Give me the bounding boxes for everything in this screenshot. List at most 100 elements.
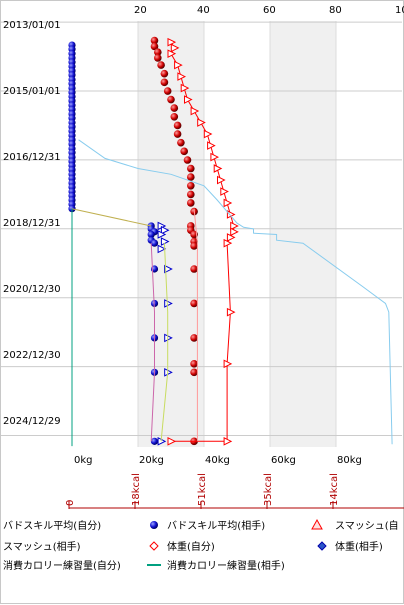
series-group bbox=[160, 243, 169, 442]
data-point-red bbox=[150, 42, 159, 51]
data-point-triangle bbox=[226, 233, 236, 242]
data-point-red bbox=[187, 173, 195, 181]
data-point-red bbox=[190, 299, 198, 308]
legend-item: 消費カロリー練習量(自分) bbox=[3, 559, 121, 572]
weight-axis: 0kg 20kg 40kg 60kg 80kg bbox=[74, 455, 362, 466]
date-tick-label: 2013/01/01 bbox=[3, 20, 61, 31]
top-tick-label: 40 bbox=[197, 5, 210, 16]
data-point-blue bbox=[147, 230, 155, 239]
data-point-blue bbox=[150, 437, 159, 445]
data-point-triangle-blue bbox=[160, 225, 170, 235]
legend-item: 体重(自分) bbox=[149, 540, 215, 553]
legend-item: バドスキル平均(相手) bbox=[150, 519, 265, 532]
top-tick-label: 20 bbox=[134, 5, 147, 16]
legend-marker-diamond-open bbox=[149, 541, 159, 551]
legend-label: 体重(自分) bbox=[167, 540, 215, 553]
top-tick-label: 80 bbox=[329, 5, 342, 16]
legend: バドスキル平均(自分) バドスキル平均(相手) スマッシュ(自 スマッシュ(相手… bbox=[3, 518, 399, 572]
data-point-red bbox=[190, 242, 198, 250]
series-group bbox=[167, 37, 239, 446]
series-line bbox=[193, 208, 198, 442]
weight-tick-label: 40kg bbox=[205, 455, 230, 466]
data-point-triangle-blue bbox=[157, 230, 167, 239]
data-point-red bbox=[183, 156, 192, 164]
data-point-red bbox=[170, 104, 179, 112]
legend-marker-blue-ball bbox=[150, 521, 158, 529]
calorie-tick-label: 0 bbox=[65, 500, 76, 506]
data-point-red bbox=[173, 130, 182, 138]
data-point-triangle bbox=[213, 164, 223, 173]
data-point-red bbox=[190, 265, 198, 273]
series-group bbox=[78, 139, 393, 445]
series-group bbox=[150, 243, 155, 442]
data-point-red bbox=[187, 190, 195, 199]
data-point-triangle bbox=[174, 60, 183, 70]
top-tick-label: 60 bbox=[263, 5, 276, 16]
data-point-triangle bbox=[190, 106, 200, 116]
data-point-red bbox=[173, 121, 182, 130]
legend-label: 消費カロリー練習量(相手) bbox=[167, 559, 285, 572]
data-point-triangle bbox=[223, 198, 233, 208]
series-layer bbox=[68, 36, 393, 447]
data-point-triangle bbox=[217, 175, 226, 185]
data-point-triangle-blue bbox=[164, 264, 173, 274]
data-point-red bbox=[187, 181, 195, 190]
legend-label: 体重(相手) bbox=[335, 540, 383, 553]
data-point-triangle-blue bbox=[157, 244, 167, 254]
shaded-bands bbox=[138, 21, 336, 447]
data-point-triangle bbox=[167, 37, 177, 47]
data-point-red bbox=[157, 61, 165, 69]
data-point-triangle bbox=[223, 437, 233, 446]
legend-marker-diamond bbox=[317, 541, 327, 551]
legend-label: スマッシュ(自 bbox=[335, 519, 399, 532]
data-point-triangle bbox=[226, 307, 236, 317]
calorie-axis: 0 18kcal 51kcal 35kcal 14kcal bbox=[65, 473, 404, 509]
data-point-triangle bbox=[230, 227, 239, 237]
calorie-tick-label: 51kcal bbox=[197, 473, 208, 506]
date-tick-label: 2022/12/30 bbox=[3, 350, 61, 361]
data-point-blue bbox=[150, 239, 159, 247]
top-tick-label: 10 bbox=[395, 5, 404, 16]
data-point-triangle bbox=[220, 187, 229, 196]
data-point-triangle-blue bbox=[164, 299, 173, 308]
series-line bbox=[150, 243, 155, 442]
data-point-triangle bbox=[223, 238, 233, 248]
series-line bbox=[160, 243, 169, 442]
data-point-triangle bbox=[223, 359, 233, 369]
data-point-triangle bbox=[170, 43, 180, 53]
legend-label: バドスキル平均(相手) bbox=[167, 519, 265, 532]
data-point-triangle bbox=[197, 118, 206, 127]
legend-item: 体重(相手) bbox=[317, 540, 383, 553]
data-point-red bbox=[187, 199, 195, 207]
data-point-red bbox=[163, 87, 172, 95]
weight-tick-label: 60kg bbox=[271, 455, 296, 466]
data-point-red bbox=[180, 147, 188, 156]
series-group bbox=[193, 208, 198, 442]
shaded-band bbox=[270, 21, 336, 447]
legend-label: バドスキル平均(自分) bbox=[3, 519, 101, 532]
date-tick-label: 2024/12/29 bbox=[3, 416, 61, 427]
data-point-red bbox=[170, 112, 179, 121]
series-line bbox=[78, 139, 393, 445]
series-group bbox=[71, 208, 152, 227]
date-axis: 2013/01/01 2015/01/01 2016/12/31 2018/12… bbox=[3, 20, 61, 427]
data-point-red bbox=[154, 54, 162, 62]
legend-item: バドスキル平均(自分) bbox=[3, 519, 101, 532]
data-point-triangle bbox=[177, 72, 187, 81]
date-tick-label: 2015/01/01 bbox=[3, 86, 61, 97]
data-point-triangle bbox=[210, 152, 220, 162]
legend-item: スマッシュ(相手) bbox=[3, 540, 81, 553]
data-point-red bbox=[160, 69, 169, 78]
data-point-red bbox=[150, 36, 159, 45]
data-point-triangle bbox=[167, 49, 177, 58]
data-point-red bbox=[154, 48, 162, 56]
data-point-red bbox=[190, 368, 198, 377]
legend-item: スマッシュ(自 bbox=[311, 518, 399, 532]
calorie-tick-label: 18kcal bbox=[131, 473, 142, 506]
data-point-red bbox=[190, 360, 198, 368]
data-point-triangle bbox=[184, 95, 193, 104]
series-line bbox=[71, 208, 152, 227]
data-point-red bbox=[167, 95, 175, 104]
